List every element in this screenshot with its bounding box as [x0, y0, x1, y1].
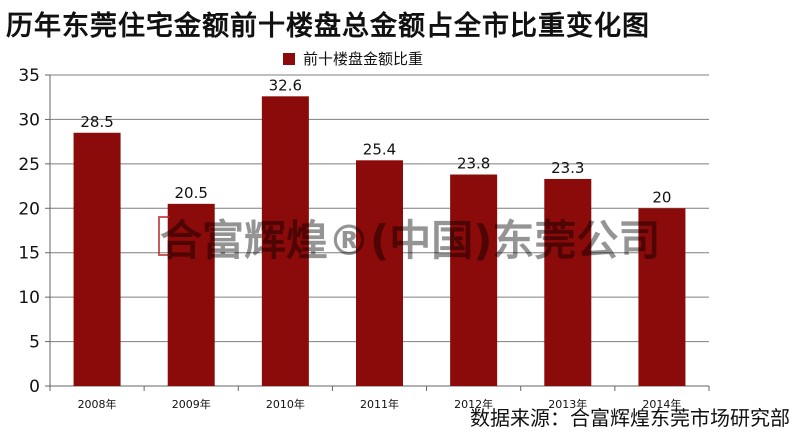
legend: 前十楼盘金额比重 [283, 48, 423, 69]
bar [73, 132, 121, 386]
bar [167, 203, 215, 386]
y-tick-label: 35 [18, 66, 40, 86]
bar-value-label: 23.3 [551, 159, 584, 177]
bar [261, 96, 309, 386]
bar-value-label: 20 [652, 188, 671, 206]
legend-label: 前十楼盘金额比重 [303, 50, 424, 68]
value-labels: 28.5 20.5 32.6 25.4 23.8 23.3 20 [80, 76, 671, 206]
bar [356, 160, 403, 386]
bar-value-label: 23.8 [457, 155, 490, 173]
x-tick-label: 2012年 [454, 397, 493, 411]
bars [73, 96, 686, 386]
x-tick-label: 2014年 [642, 397, 681, 411]
y-tick-label: 10 [18, 288, 40, 308]
bar [638, 208, 686, 386]
x-tick-label: 2010年 [266, 397, 305, 411]
legend-swatch [283, 52, 295, 65]
x-tick-label: 2008年 [78, 397, 117, 411]
data-source: 数据来源：合富辉煌东莞市场研究部 [470, 406, 790, 430]
x-tick-label: 2013年 [548, 397, 587, 411]
y-axis: 0 5 10 15 20 25 30 35 [18, 66, 51, 397]
y-tick-label: 25 [18, 155, 40, 175]
x-tick-label: 2009年 [172, 397, 211, 411]
bar-value-label: 32.6 [269, 76, 302, 94]
bar [544, 178, 592, 386]
bar-value-label: 25.4 [363, 140, 396, 158]
x-tick-label: 2011年 [360, 397, 399, 411]
y-tick-label: 15 [18, 244, 40, 264]
bar [450, 174, 498, 386]
y-tick-label: 0 [29, 377, 40, 397]
bar-value-label: 20.5 [175, 184, 208, 202]
bar-value-label: 28.5 [80, 113, 113, 131]
y-tick-label: 30 [18, 110, 40, 130]
y-tick-label: 5 [29, 333, 40, 353]
chart-title: 历年东莞住宅金额前十楼盘总金额占全市比重变化图 [6, 11, 650, 42]
y-tick-label: 20 [18, 199, 40, 219]
